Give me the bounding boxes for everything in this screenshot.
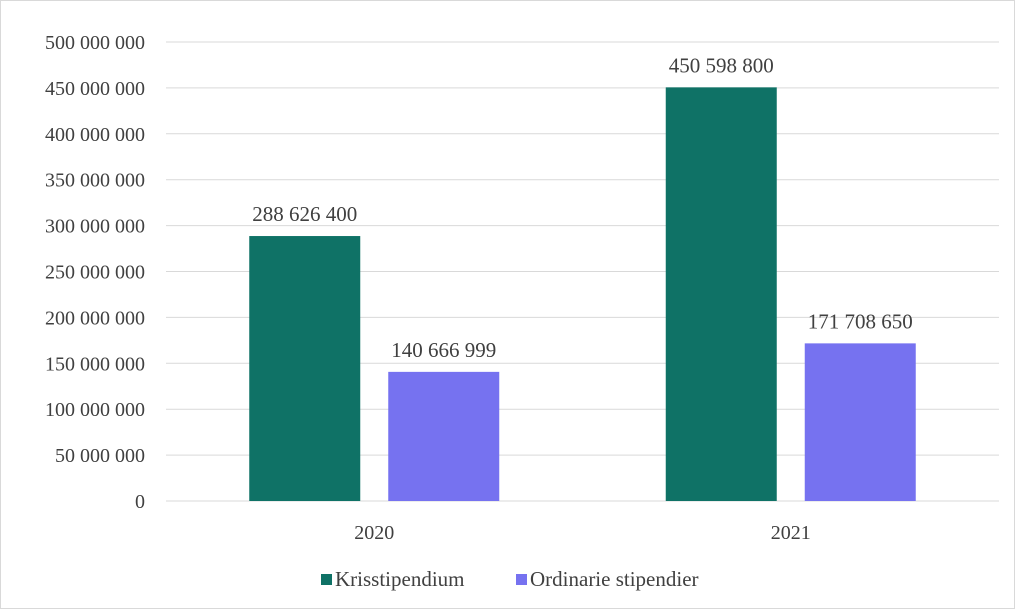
y-tick-label: 400 000 000 [45, 124, 145, 146]
legend-label: Krisstipendium [335, 567, 465, 591]
y-tick-label: 300 000 000 [45, 216, 145, 238]
bar [388, 371, 500, 501]
legend-swatch [516, 574, 527, 585]
bar [249, 236, 361, 502]
x-tick-label: 2020 [354, 522, 394, 544]
bar [804, 343, 916, 501]
data-label: 450 598 800 [669, 53, 774, 77]
y-tick-label: 200 000 000 [45, 307, 145, 329]
y-tick-label: 450 000 000 [45, 78, 145, 100]
x-tick-label: 2021 [771, 522, 811, 544]
data-label: 140 666 999 [391, 338, 496, 362]
y-axis-tick-labels: 0 50 000 000 100 000 000 150 000 000 200 000… [45, 32, 145, 513]
y-tick-label: 250 000 000 [45, 262, 145, 284]
data-label: 288 626 400 [252, 202, 357, 226]
legend-label: Ordinarie stipendier [530, 567, 699, 591]
y-tick-label: 50 000 000 [55, 445, 145, 467]
y-tick-label: 500 000 000 [45, 32, 145, 54]
bar [665, 87, 777, 501]
y-tick-label: 100 000 000 [45, 399, 145, 421]
y-tick-label: 150 000 000 [45, 353, 145, 375]
data-label: 171 708 650 [808, 309, 913, 333]
x-axis-tick-labels: 2020 2021 [354, 522, 811, 544]
y-tick-label: 0 [135, 491, 145, 513]
data-labels: 288 626 400 140 666 999 450 598 800 171 708… [252, 53, 913, 362]
y-tick-label: 350 000 000 [45, 170, 145, 192]
legend: Krisstipendium Ordinarie stipendier [321, 567, 699, 591]
legend-swatch [321, 574, 332, 585]
bars [249, 87, 916, 502]
